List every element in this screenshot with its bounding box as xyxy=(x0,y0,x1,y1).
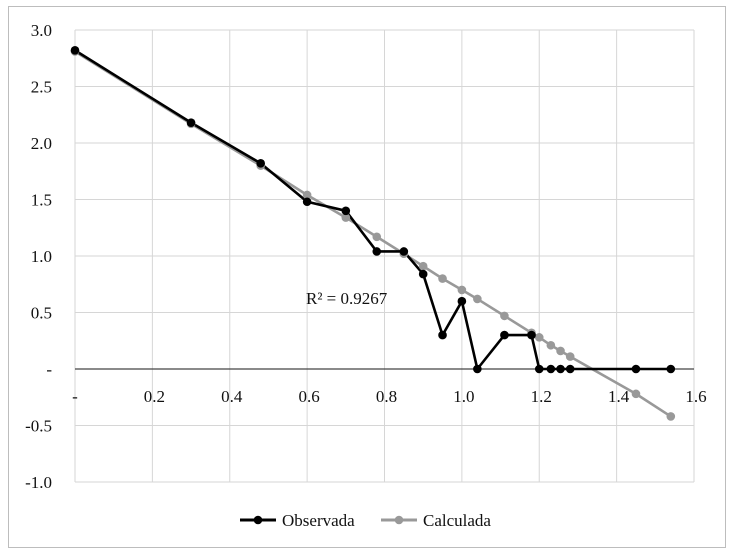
data-point-calculada xyxy=(438,274,447,283)
legend-label-calculada: Calculada xyxy=(423,511,491,530)
tick-labels: 3.0 2.5 2.0 1.5 1.0 0.5 - -0.5 -1.0 - 0.2 0.4 0.6 0.8… xyxy=(25,21,707,492)
legend-marker-observada xyxy=(253,515,263,525)
grid-lines xyxy=(74,29,695,483)
data-point-calculada xyxy=(372,232,382,242)
data-point-calculada xyxy=(546,340,556,350)
chart-frame xyxy=(8,6,726,548)
data-point-observada xyxy=(302,197,312,207)
y-tick-label: 2.5 xyxy=(31,78,52,97)
data-point-observada xyxy=(527,330,536,340)
y-tick-label: - xyxy=(46,360,52,379)
series-lines xyxy=(74,49,672,418)
legend-marker-calculada xyxy=(394,515,404,525)
y-tick-label: 3.0 xyxy=(31,21,52,40)
legend-label-observada: Observada xyxy=(282,511,355,530)
y-tick-label: -1.0 xyxy=(25,473,52,492)
data-point-calculada xyxy=(565,352,575,361)
data-point-calculada xyxy=(418,261,428,271)
x-tick-label: 0.8 xyxy=(376,387,397,406)
x-tick-label: 1.2 xyxy=(531,387,552,406)
data-point-calculada xyxy=(631,389,641,399)
data-point-observada xyxy=(372,247,382,256)
y-tick-label: 1.5 xyxy=(31,191,52,210)
data-point-observada xyxy=(256,159,266,168)
data-point-observada xyxy=(399,247,409,256)
x-tick-label: - xyxy=(72,387,78,406)
data-point-observada xyxy=(631,364,641,374)
data-point-calculada xyxy=(534,333,544,342)
y-tick-label: -0.5 xyxy=(25,417,52,436)
data-point-observada xyxy=(473,364,482,374)
data-point-observada xyxy=(666,364,676,374)
data-point-calculada xyxy=(302,190,312,200)
data-point-observada xyxy=(556,364,565,374)
data-point-observada xyxy=(341,206,351,216)
x-tick-label: 0.6 xyxy=(299,387,320,406)
x-tick-label: 0.4 xyxy=(221,387,243,406)
y-tick-label: 2.0 xyxy=(31,134,52,153)
x-tick-label: 1.0 xyxy=(453,387,474,406)
data-point-observada xyxy=(186,118,196,127)
series-line-observada xyxy=(74,49,671,371)
data-point-calculada xyxy=(666,412,676,421)
data-point-observada xyxy=(534,364,544,374)
y-tick-label: 0.5 xyxy=(31,304,52,323)
y-tick-label: 1.0 xyxy=(31,247,52,266)
data-point-calculada xyxy=(457,285,467,295)
r-squared-annotation: R² = 0.9267 xyxy=(306,289,388,308)
data-point-observada xyxy=(457,296,467,306)
data-point-calculada xyxy=(473,294,482,304)
data-point-observada xyxy=(500,330,509,340)
data-point-calculada xyxy=(500,311,509,321)
data-point-observada xyxy=(546,364,556,374)
data-point-calculada xyxy=(556,346,565,356)
x-tick-label: 1.4 xyxy=(608,387,630,406)
x-tick-label: 0.2 xyxy=(144,387,165,406)
data-point-calculada xyxy=(341,213,351,222)
data-point-observada xyxy=(565,364,575,374)
legend: Observada Calculada xyxy=(240,511,491,530)
data-point-observada xyxy=(70,46,80,55)
data-point-observada xyxy=(418,269,428,279)
data-point-observada xyxy=(438,330,447,340)
series-points xyxy=(70,46,676,421)
x-tick-label: 1.6 xyxy=(685,387,706,406)
